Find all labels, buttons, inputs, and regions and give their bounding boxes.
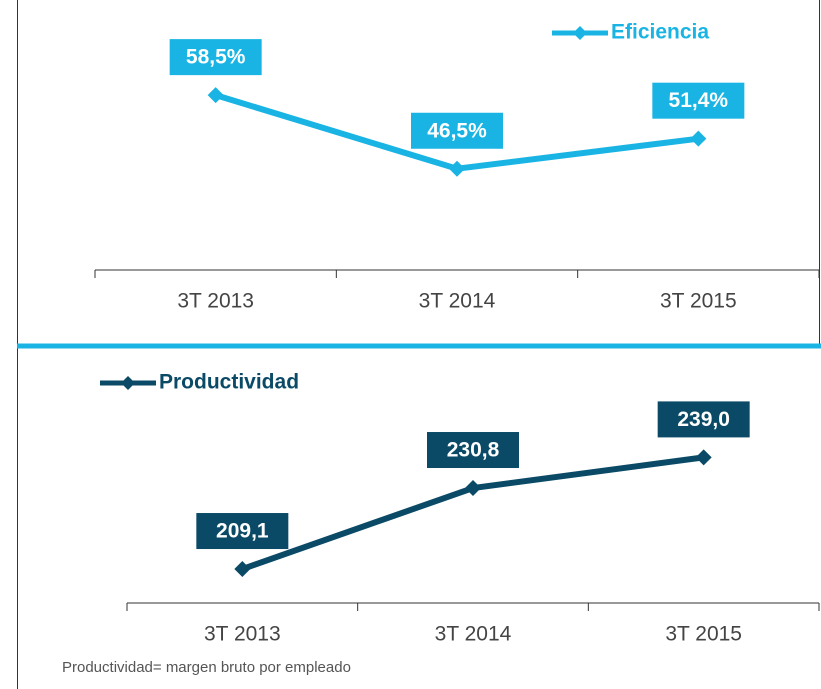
value-label: 230,8 xyxy=(447,439,500,462)
value-label: 239,0 xyxy=(677,408,730,431)
marker xyxy=(690,130,707,147)
x-tick-label: 3T 2015 xyxy=(660,290,737,313)
x-tick-label: 3T 2014 xyxy=(435,623,512,646)
line xyxy=(241,454,705,572)
value-label: 46,5% xyxy=(427,119,487,142)
marker xyxy=(207,87,224,104)
legend-label: Productividad xyxy=(159,371,299,394)
legend-label: Eficiencia xyxy=(611,21,709,44)
legend-marker xyxy=(573,26,587,40)
value-label-box xyxy=(169,39,262,76)
value-label-box xyxy=(196,513,289,550)
x-tick-label: 3T 2015 xyxy=(665,623,742,646)
value-label-box xyxy=(427,432,519,469)
marker xyxy=(234,561,251,578)
x-tick-label: 3T 2013 xyxy=(204,623,281,646)
x-tick-label: 3T 2014 xyxy=(419,290,496,313)
value-label: 51,4% xyxy=(669,89,729,112)
value-label: 209,1 xyxy=(216,520,269,543)
value-label-box xyxy=(657,401,750,438)
marker xyxy=(465,480,481,497)
value-label: 58,5% xyxy=(186,46,246,69)
value-label-box xyxy=(411,112,503,149)
marker xyxy=(695,449,712,466)
footnote: Productividad= margen bruto por empleado xyxy=(62,659,351,676)
marker xyxy=(449,160,465,177)
value-label-box xyxy=(652,82,745,119)
legend-marker xyxy=(121,376,135,390)
x-tick-label: 3T 2013 xyxy=(177,290,254,313)
